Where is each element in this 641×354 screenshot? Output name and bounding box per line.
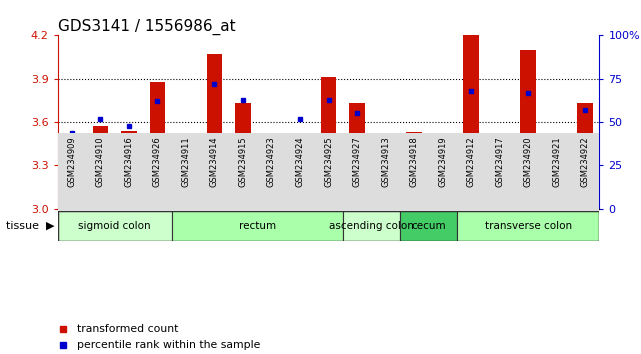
Text: GSM234924: GSM234924 (296, 137, 304, 187)
Text: cecum: cecum (411, 221, 445, 231)
Text: GSM234913: GSM234913 (381, 137, 390, 187)
Text: GSM234919: GSM234919 (438, 137, 447, 187)
Text: ascending colon: ascending colon (329, 221, 413, 231)
Bar (578, 103, 593, 209)
Bar (121, 131, 137, 209)
Text: GSM234922: GSM234922 (581, 137, 590, 187)
Bar (457, 211, 599, 241)
Bar (549, 158, 565, 209)
Text: transverse colon: transverse colon (485, 221, 572, 231)
Text: GSM234926: GSM234926 (153, 137, 162, 187)
Bar (463, 35, 479, 209)
Bar (172, 211, 343, 241)
Bar (435, 138, 451, 209)
Bar (292, 138, 308, 209)
Text: GSM234917: GSM234917 (495, 137, 504, 187)
Text: GSM234915: GSM234915 (238, 137, 247, 187)
Text: percentile rank within the sample: percentile rank within the sample (77, 340, 260, 350)
Text: sigmoid colon: sigmoid colon (78, 221, 151, 231)
Bar (149, 82, 165, 209)
Bar (320, 77, 337, 209)
Bar (492, 170, 508, 209)
Bar (343, 211, 400, 241)
Bar (406, 132, 422, 209)
Text: GSM234921: GSM234921 (552, 137, 561, 187)
Text: transformed count: transformed count (77, 324, 178, 334)
Bar (400, 211, 457, 241)
Bar (378, 194, 394, 209)
Text: GSM234920: GSM234920 (524, 137, 533, 187)
Text: GSM234927: GSM234927 (353, 137, 362, 187)
Text: GSM234912: GSM234912 (467, 137, 476, 187)
Text: GSM234925: GSM234925 (324, 137, 333, 187)
Text: GSM234916: GSM234916 (124, 137, 133, 187)
Bar (349, 103, 365, 209)
Text: tissue  ▶: tissue ▶ (6, 221, 54, 231)
Text: GSM234918: GSM234918 (410, 137, 419, 187)
Text: GSM234914: GSM234914 (210, 137, 219, 187)
Bar (263, 170, 279, 209)
Text: GSM234911: GSM234911 (181, 137, 190, 187)
Bar (178, 160, 194, 209)
Text: GSM234910: GSM234910 (96, 137, 105, 187)
Bar (206, 54, 222, 209)
Text: rectum: rectum (238, 221, 276, 231)
Bar (235, 103, 251, 209)
Bar (64, 160, 79, 209)
Text: GDS3141 / 1556986_at: GDS3141 / 1556986_at (58, 19, 235, 35)
Bar (520, 50, 536, 209)
Bar (58, 211, 172, 241)
Text: GSM234923: GSM234923 (267, 137, 276, 187)
Bar (92, 126, 108, 209)
Text: GSM234909: GSM234909 (67, 137, 76, 187)
